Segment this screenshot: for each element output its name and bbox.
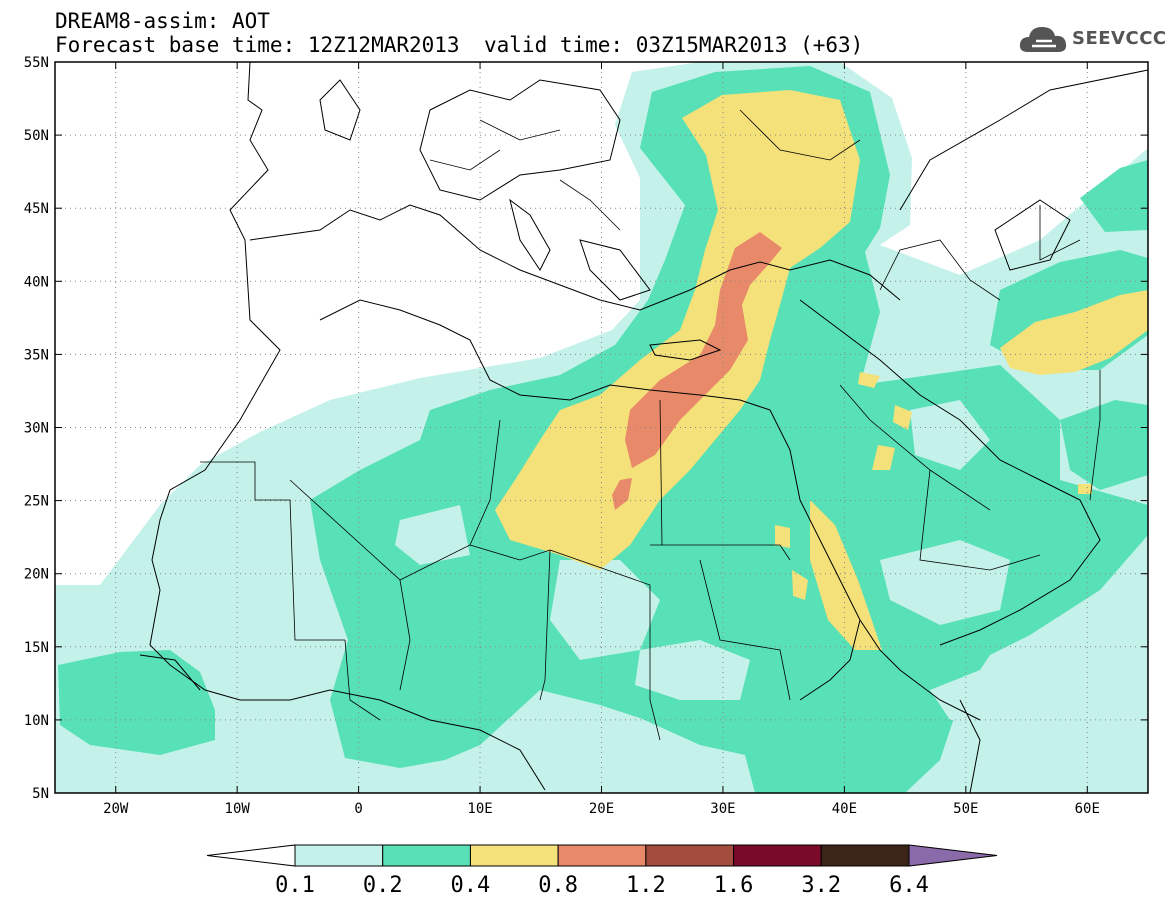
x-tick-label: 10E xyxy=(467,801,492,817)
y-tick-label: 20N xyxy=(24,567,49,583)
valid-time: valid time: 03Z15MAR2013 (+63) xyxy=(484,33,864,57)
colorbar-label: 6.4 xyxy=(889,873,929,898)
y-tick-label: 45N xyxy=(24,201,49,217)
cloud-icon xyxy=(1019,27,1067,52)
coastlines xyxy=(139,62,1148,793)
aot-holes-0.1 xyxy=(395,400,1010,720)
colorbar-bin xyxy=(645,844,735,867)
colorbar-bin xyxy=(733,844,822,867)
colorbar-label: 0.1 xyxy=(275,873,315,898)
y-tick-label: 25N xyxy=(24,494,49,510)
colorbar-under-triangle xyxy=(206,844,296,867)
y-tick-label: 40N xyxy=(24,274,49,290)
colorbar-over-triangle xyxy=(908,844,998,867)
x-tick-label: 30E xyxy=(710,801,735,817)
x-tick-label: 50E xyxy=(953,801,978,817)
y-tick-label: 55N xyxy=(24,55,49,71)
x-tick-label: 20E xyxy=(589,801,614,817)
colorbar-bin xyxy=(294,844,384,867)
colorbar-bin xyxy=(557,844,647,867)
colorbar-label: 0.8 xyxy=(538,873,578,898)
colorbar-bin xyxy=(382,844,471,867)
colorbar-label: 0.4 xyxy=(451,873,491,898)
country-borders xyxy=(200,109,1101,741)
x-tick-label: 60E xyxy=(1075,801,1100,817)
y-axis: 55N 50N 45N 40N 35N 30N 25N 20N 15N 10N 5N xyxy=(24,55,1148,802)
colorbar-label: 0.2 xyxy=(363,873,403,898)
logo-text: SEEVCCC xyxy=(1072,28,1165,49)
aot-band-0.4 xyxy=(495,90,1148,650)
aot-field xyxy=(55,62,1148,793)
y-tick-label: 15N xyxy=(24,640,49,656)
colorbar: 0.1 0.2 0.4 0.8 1.2 1.6 3.2 6.4 xyxy=(206,844,998,898)
y-tick-label: 35N xyxy=(24,347,49,363)
x-axis: 20W 10W 0 10E 20E 30E 40E 50E 60E xyxy=(103,62,1100,817)
x-tick-label: 10W xyxy=(225,801,251,817)
y-tick-label: 5N xyxy=(32,786,49,802)
colorbar-bin xyxy=(469,844,559,867)
y-tick-label: 10N xyxy=(24,713,49,729)
colorbar-bin xyxy=(820,844,910,867)
colorbar-label: 1.6 xyxy=(714,873,754,898)
y-tick-label: 30N xyxy=(24,421,49,437)
colorbar-label: 1.2 xyxy=(626,873,666,898)
x-tick-label: 0 xyxy=(354,801,362,817)
colorbar-label: 3.2 xyxy=(801,873,841,898)
x-tick-label: 20W xyxy=(103,801,129,817)
x-tick-label: 40E xyxy=(832,801,857,817)
y-tick-label: 50N xyxy=(24,128,49,144)
forecast-base-time: Forecast base time: 12Z12MAR2013 xyxy=(55,33,460,57)
map-title: DREAM8-assim: AOT xyxy=(55,9,270,33)
aot-band-0.8 xyxy=(612,232,782,510)
map-grid xyxy=(55,62,1148,793)
seevccc-logo: SEEVCCC xyxy=(1018,22,1165,58)
